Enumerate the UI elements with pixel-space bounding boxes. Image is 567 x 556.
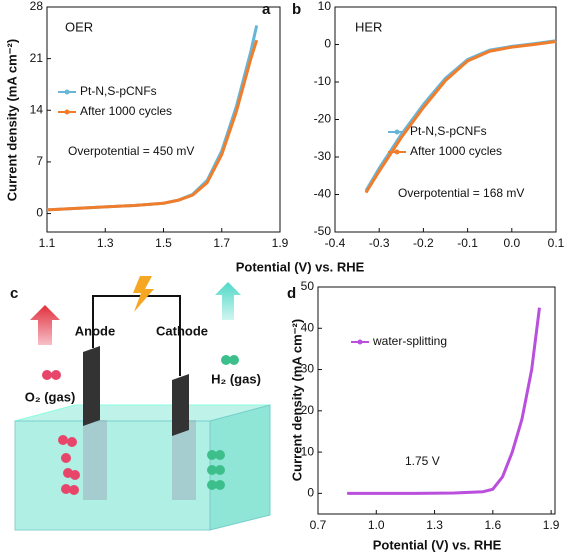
legend-marker	[64, 109, 70, 115]
x-tick-label: 1.0	[368, 518, 385, 532]
x-tick-label: -0.1	[457, 236, 478, 250]
x-tick-label: 1.5	[155, 236, 172, 250]
panel-label: a	[262, 1, 271, 18]
x-tick-label: 1.3	[426, 518, 443, 532]
cathode-label: Cathode	[156, 323, 208, 338]
panel-label: d	[287, 285, 296, 302]
y-tick-label: 28	[30, 0, 44, 13]
annotation: Overpotential = 450 mV	[68, 144, 194, 158]
panel-label: b	[292, 1, 301, 18]
legend-label: After 1000 cycles	[410, 144, 502, 158]
legend-marker	[64, 89, 70, 95]
x-tick-label: -0.4	[325, 236, 346, 250]
x-tick-label: 1.1	[39, 236, 56, 250]
y-tick-label: 0	[307, 486, 314, 500]
legend-label: After 1000 cycles	[80, 104, 172, 118]
y-tick-label: -20	[314, 112, 332, 126]
o2-bubbles	[42, 370, 80, 495]
panel-label: c	[10, 285, 18, 302]
data-line	[364, 40, 557, 194]
h2-label: H₂ (gas)	[211, 371, 261, 386]
y-tick-label: 40	[301, 320, 315, 334]
chart-title: OER	[65, 19, 93, 34]
y-tick-label: 30	[301, 362, 315, 376]
y-tick-label: 50	[301, 279, 315, 293]
x-tick-label: 0.7	[310, 518, 327, 532]
anode	[83, 346, 100, 426]
y-tick-label: 0	[36, 206, 43, 220]
x-tick-label: 1.9	[543, 518, 560, 532]
lightning	[133, 276, 154, 312]
annotation: Overpotential = 168 mV	[398, 186, 524, 200]
x-tick-label: 1.7	[213, 236, 230, 250]
y-tick-label: -50	[314, 224, 332, 238]
anode-label: Anode	[75, 323, 115, 338]
y-tick-label: 0	[324, 37, 331, 51]
y-tick-label: -10	[314, 74, 332, 88]
y-tick-label: 20	[301, 403, 315, 417]
chart-title: HER	[355, 19, 382, 34]
legend-marker	[357, 339, 363, 345]
legend-label: water-splitting	[372, 334, 447, 348]
legend-label: Pt-N,S-pCNFs	[80, 84, 157, 98]
legend-marker	[394, 129, 400, 135]
x-axis-label: Potential (V) vs. RHE	[373, 537, 502, 552]
plot-frame	[317, 286, 556, 515]
h2-arrow	[215, 282, 241, 320]
data-line	[347, 307, 541, 495]
y-tick-label: 14	[30, 102, 44, 116]
annotation: 1.75 V	[405, 454, 440, 468]
wire	[92, 295, 181, 376]
x-tick-label: 1.3	[97, 236, 114, 250]
legend-marker	[394, 149, 400, 155]
y-tick-label: -30	[314, 149, 332, 163]
tank-side	[209, 404, 271, 531]
y-tick-label: 7	[36, 154, 43, 168]
x-tick-label: -0.3	[369, 236, 390, 250]
x-tick-label: 0.1	[548, 236, 565, 250]
y-axis-label: Current density (mA cm⁻²)	[289, 319, 304, 481]
y-axis-label: Current density (mA cm⁻²)	[4, 39, 19, 201]
h2-bubbles	[207, 355, 239, 490]
diagram: c Anode Cathode O₂ (gas) H₂ (gas)	[10, 276, 271, 531]
anode-submerged	[83, 420, 107, 500]
y-tick-label: 10	[318, 0, 332, 13]
y-tick-label: 21	[30, 51, 44, 65]
x-tick-label: 1.6	[484, 518, 501, 532]
x-axis-label: Potential (V) vs. RHE	[236, 259, 365, 274]
data-line	[46, 39, 259, 212]
cathode	[172, 374, 189, 436]
o2-arrow	[30, 305, 60, 345]
x-tick-label: 0.0	[503, 236, 520, 250]
y-tick-label: 10	[301, 444, 315, 458]
x-tick-label: -0.2	[413, 236, 434, 250]
data-line	[364, 39, 557, 192]
legend-label: Pt-N,S-pCNFs	[410, 124, 487, 138]
x-tick-label: 1.9	[272, 236, 289, 250]
plot-frame	[46, 6, 281, 233]
o2-label: O₂ (gas)	[25, 389, 76, 404]
y-tick-label: -40	[314, 187, 332, 201]
